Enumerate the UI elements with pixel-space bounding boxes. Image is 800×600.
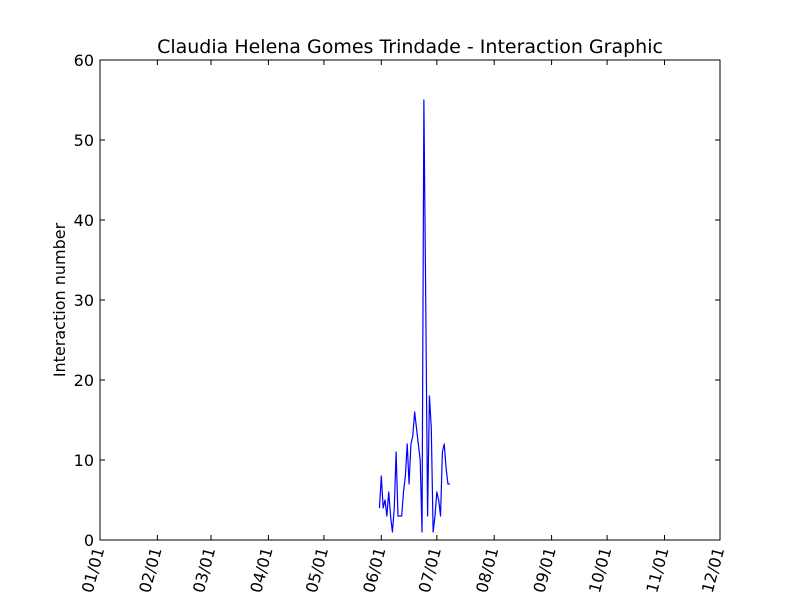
y-tick-label: 10 xyxy=(74,451,94,470)
x-tick-label: 09/01 xyxy=(530,545,560,594)
x-tick-label: 08/01 xyxy=(472,545,502,594)
x-tick-label: 12/01 xyxy=(698,545,728,594)
ticks-layer: 0 10 20 30 40 50 60 01/01 02/01 03/01 04/01 05/01 06… xyxy=(74,51,729,595)
x-tick-label: 06/01 xyxy=(359,545,389,594)
x-tick-label: 03/01 xyxy=(189,545,219,594)
y-tick-label: 20 xyxy=(74,371,94,390)
plot-frame xyxy=(99,59,721,541)
x-tick-label: 07/01 xyxy=(415,545,445,594)
series-layer xyxy=(378,99,450,533)
y-tick-label: 50 xyxy=(74,131,94,150)
x-tick-label: 01/01 xyxy=(78,545,108,594)
series-line xyxy=(378,99,450,533)
y-tick-label: 30 xyxy=(74,291,94,310)
x-tick-label: 11/01 xyxy=(642,545,672,594)
x-tick-label: 05/01 xyxy=(302,545,332,594)
y-axis-label: Interaction number xyxy=(50,222,69,377)
x-tick-label: 02/01 xyxy=(135,545,165,594)
chart-title: Claudia Helena Gomes Trindade - Interact… xyxy=(157,36,663,58)
x-tick-label: 04/01 xyxy=(246,545,276,594)
y-tick-label: 60 xyxy=(74,51,94,70)
x-tick-label: 10/01 xyxy=(585,545,615,594)
y-tick-label: 0 xyxy=(84,531,94,550)
y-tick-label: 40 xyxy=(74,211,94,230)
